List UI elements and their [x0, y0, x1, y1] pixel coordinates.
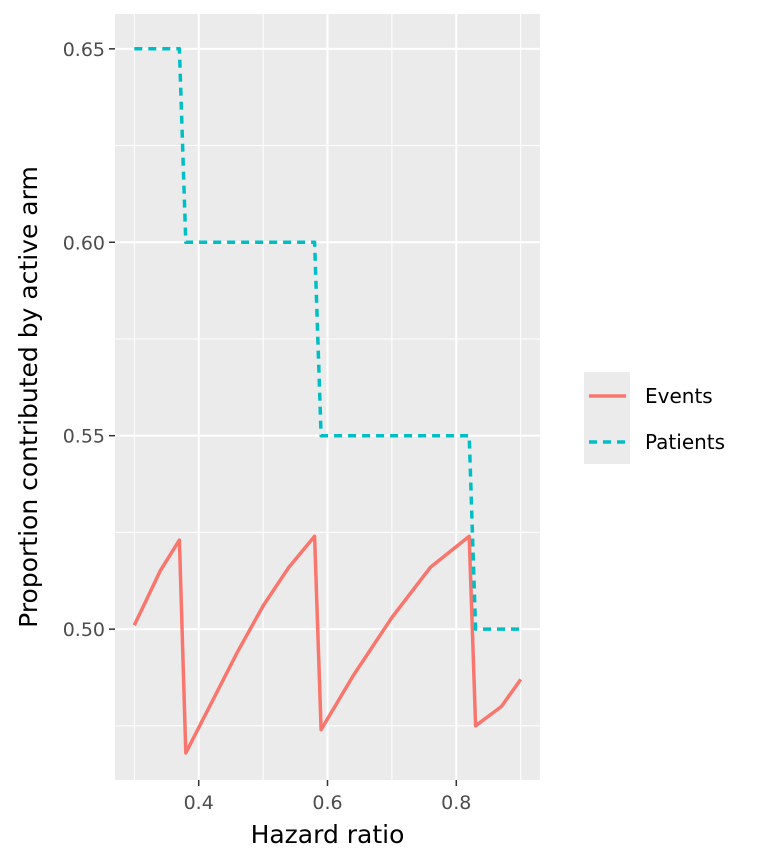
y-tick-label: 0.50 [63, 619, 105, 641]
y-tick-label: 0.65 [63, 39, 105, 61]
legend-label-patients: Patients [645, 430, 725, 454]
x-tick-label: 0.8 [441, 792, 471, 814]
legend-label-events: Events [645, 384, 713, 408]
legend-key-background [584, 372, 630, 464]
legend: Events Patients [584, 372, 725, 464]
series-layer [132, 47, 523, 755]
series-line-events [132, 534, 523, 755]
x-tick-label: 0.6 [312, 792, 342, 814]
grid-major [115, 14, 540, 780]
y-axis: 0.50 0.55 0.60 0.65 [63, 39, 115, 641]
series-line-patients [134, 47, 521, 631]
y-tick-label: 0.55 [63, 426, 105, 448]
x-axis-title: Hazard ratio [251, 820, 405, 849]
y-tick-label: 0.60 [63, 232, 105, 254]
y-axis-title: Proportion contributed by active arm [14, 166, 43, 628]
x-axis: 0.4 0.6 0.8 [184, 780, 471, 814]
x-tick-label: 0.4 [184, 792, 214, 814]
